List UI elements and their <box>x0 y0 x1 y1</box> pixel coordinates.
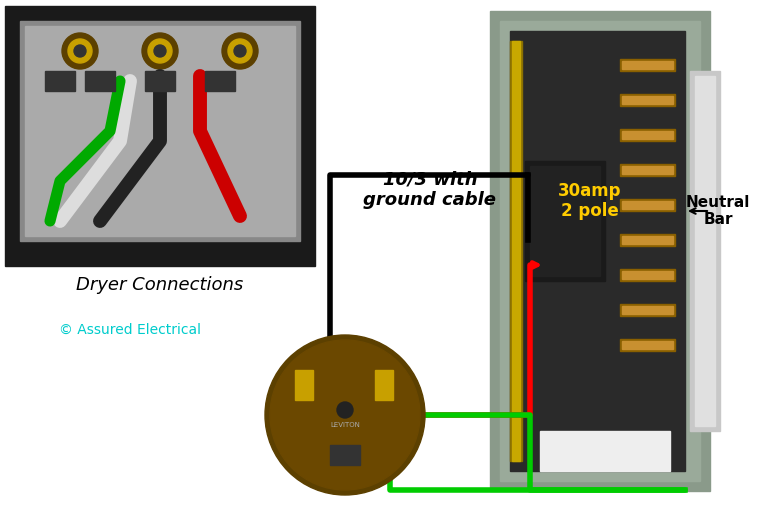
Bar <box>622 166 673 174</box>
Text: 30amp
2 pole: 30amp 2 pole <box>558 181 621 220</box>
Bar <box>622 306 673 314</box>
Bar <box>510 41 522 461</box>
Circle shape <box>222 33 258 69</box>
Bar <box>5 6 315 266</box>
Bar <box>620 129 675 141</box>
Bar <box>622 201 673 209</box>
Circle shape <box>142 33 178 69</box>
Bar <box>510 31 685 471</box>
Bar <box>620 94 675 106</box>
Circle shape <box>337 402 353 418</box>
Text: LEVITON: LEVITON <box>330 422 360 428</box>
Bar <box>45 71 75 91</box>
Bar <box>690 71 720 431</box>
Bar <box>375 370 393 400</box>
Bar <box>620 59 675 71</box>
Circle shape <box>265 335 425 495</box>
Bar <box>620 339 675 351</box>
Bar <box>622 96 673 104</box>
Bar <box>620 234 675 246</box>
Bar <box>540 431 670 471</box>
Bar <box>622 271 673 279</box>
Circle shape <box>228 39 252 63</box>
Bar <box>25 26 295 236</box>
Bar <box>620 304 675 316</box>
Text: Neutral
Bar: Neutral Bar <box>686 195 750 227</box>
Circle shape <box>74 45 86 57</box>
Circle shape <box>68 39 92 63</box>
Circle shape <box>270 340 420 490</box>
Bar <box>295 370 313 400</box>
Bar <box>525 161 605 281</box>
Circle shape <box>62 33 98 69</box>
Bar <box>622 131 673 139</box>
Bar <box>530 166 600 276</box>
Bar <box>620 164 675 176</box>
Bar <box>145 71 175 91</box>
Bar <box>85 71 115 91</box>
Bar <box>20 21 300 241</box>
Text: 10/3 with
ground cable: 10/3 with ground cable <box>363 171 497 210</box>
Circle shape <box>234 45 246 57</box>
Circle shape <box>148 39 172 63</box>
Bar <box>500 21 700 481</box>
Bar <box>620 199 675 211</box>
Text: © Assured Electrical: © Assured Electrical <box>59 323 201 337</box>
Bar <box>622 236 673 244</box>
Bar <box>695 76 715 426</box>
Bar <box>622 341 673 349</box>
Bar <box>490 11 710 491</box>
Bar <box>512 41 520 461</box>
Bar <box>205 71 235 91</box>
Circle shape <box>154 45 166 57</box>
Bar <box>622 61 673 69</box>
Bar <box>620 269 675 281</box>
Bar <box>330 445 360 465</box>
Text: Dryer Connections: Dryer Connections <box>76 276 243 294</box>
